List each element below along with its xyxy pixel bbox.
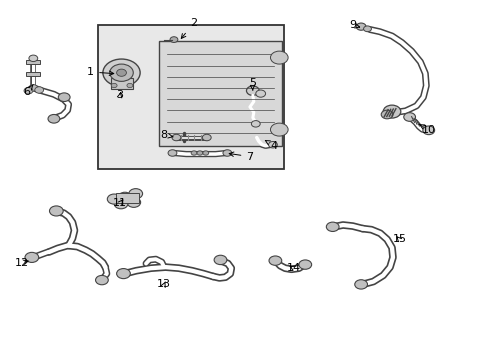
- Text: 4: 4: [265, 140, 278, 151]
- Circle shape: [110, 64, 133, 81]
- Circle shape: [381, 110, 393, 119]
- Circle shape: [107, 194, 121, 204]
- Circle shape: [191, 151, 197, 155]
- Circle shape: [355, 280, 368, 289]
- Circle shape: [170, 37, 178, 42]
- Circle shape: [103, 59, 140, 86]
- Text: 7: 7: [229, 152, 253, 162]
- Circle shape: [269, 141, 277, 148]
- Circle shape: [114, 199, 128, 209]
- Text: 15: 15: [392, 234, 406, 244]
- Circle shape: [383, 105, 401, 118]
- Circle shape: [29, 55, 38, 62]
- FancyBboxPatch shape: [98, 25, 284, 169]
- Text: 9: 9: [349, 20, 360, 30]
- Text: 1: 1: [87, 67, 114, 77]
- Circle shape: [326, 222, 339, 231]
- Text: 3: 3: [117, 90, 123, 100]
- FancyBboxPatch shape: [116, 193, 139, 203]
- Text: 8: 8: [161, 130, 173, 140]
- Circle shape: [356, 23, 366, 30]
- Circle shape: [111, 83, 117, 88]
- Circle shape: [364, 26, 371, 32]
- Circle shape: [24, 87, 33, 94]
- Circle shape: [299, 260, 312, 269]
- Text: 13: 13: [157, 279, 171, 289]
- Text: 5: 5: [249, 78, 256, 91]
- Text: 2: 2: [181, 18, 197, 39]
- Circle shape: [29, 85, 38, 91]
- FancyBboxPatch shape: [26, 60, 40, 64]
- Circle shape: [270, 123, 288, 136]
- Circle shape: [251, 121, 260, 127]
- Text: 6: 6: [24, 85, 33, 97]
- Text: 11: 11: [113, 198, 127, 208]
- Circle shape: [35, 87, 44, 93]
- Circle shape: [223, 150, 232, 156]
- Circle shape: [129, 189, 143, 199]
- FancyBboxPatch shape: [26, 72, 40, 76]
- Circle shape: [423, 126, 435, 135]
- Circle shape: [256, 90, 266, 97]
- Circle shape: [246, 86, 259, 95]
- Circle shape: [202, 134, 211, 141]
- Circle shape: [214, 255, 227, 265]
- Circle shape: [404, 113, 416, 121]
- Circle shape: [25, 252, 39, 262]
- Circle shape: [117, 269, 130, 279]
- Circle shape: [117, 69, 126, 76]
- Text: 12: 12: [15, 258, 29, 268]
- Circle shape: [118, 192, 132, 202]
- Circle shape: [127, 83, 133, 88]
- Text: 10: 10: [419, 124, 436, 135]
- FancyBboxPatch shape: [111, 78, 133, 89]
- Circle shape: [127, 197, 141, 207]
- Circle shape: [203, 151, 209, 155]
- Circle shape: [49, 206, 63, 216]
- Circle shape: [96, 275, 108, 285]
- FancyBboxPatch shape: [159, 41, 282, 146]
- Circle shape: [168, 150, 177, 156]
- Circle shape: [172, 134, 181, 141]
- Circle shape: [197, 151, 203, 155]
- Circle shape: [269, 256, 282, 265]
- Circle shape: [58, 93, 70, 102]
- Circle shape: [270, 51, 288, 64]
- Text: 14: 14: [287, 263, 301, 273]
- Circle shape: [48, 114, 60, 123]
